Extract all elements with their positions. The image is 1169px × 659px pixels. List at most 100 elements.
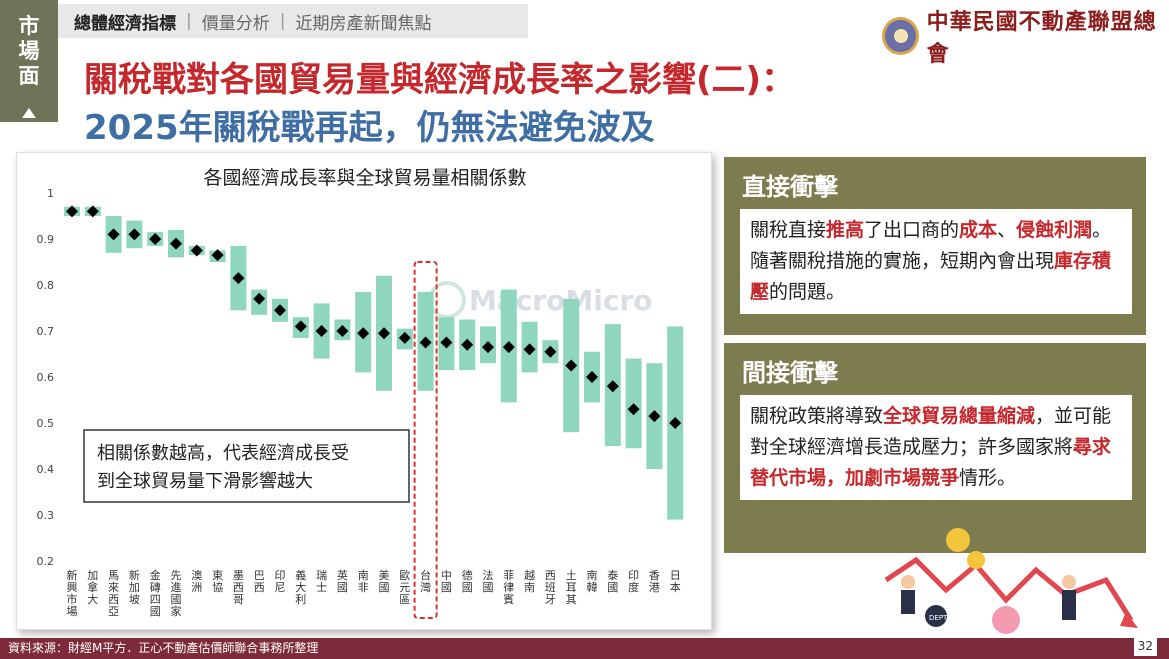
emblem-icon bbox=[882, 17, 919, 55]
x-tick-label: 歐元區 bbox=[399, 568, 410, 606]
highlighted-text: 侵蝕利潤 bbox=[1016, 219, 1093, 241]
data-point bbox=[86, 205, 99, 218]
x-tick-label: 瑞士 bbox=[316, 568, 327, 594]
data-point bbox=[190, 244, 203, 257]
page-subtitle: 2025年關稅戰再起，仍無法避免波及 bbox=[84, 108, 655, 148]
y-tick-label: 0.4 bbox=[37, 463, 55, 476]
x-tick-label: 泰國 bbox=[607, 568, 618, 594]
x-tick-label: 法國 bbox=[483, 568, 494, 594]
card-title: 直接衝擊 bbox=[742, 173, 838, 201]
y-tick-label: 0.5 bbox=[37, 417, 55, 430]
data-point bbox=[669, 417, 682, 429]
x-tick-label: 中國 bbox=[441, 569, 452, 594]
data-point bbox=[419, 336, 432, 349]
top-nav: 總體經濟指標 | 價量分析 | 近期房產新聞焦點 bbox=[58, 4, 528, 38]
card-text: 了出口商的 bbox=[864, 219, 960, 241]
data-point bbox=[149, 233, 162, 245]
chart-panel: 各國經濟成長率與全球貿易量相關係數 MacroMicro 0.2 0.3 0.4 0.5 0… bbox=[16, 152, 712, 630]
card-body: 關稅政策將導致全球貿易總量縮減，並可能對全球經濟增長造成壓力；許多國家將尋求替代… bbox=[740, 395, 1132, 500]
card-text: 、 bbox=[997, 219, 1017, 241]
highlighted-text: 庫存積壓 bbox=[750, 250, 1112, 303]
data-point bbox=[294, 320, 307, 333]
data-point bbox=[502, 341, 515, 354]
annotation-text: 相關係數越高，代表經濟成長受 bbox=[97, 443, 349, 464]
data-point bbox=[565, 359, 578, 372]
card-body: 關稅直接推高了出口商的成本、侵蝕利潤。隨著關稅措施的實施，短期內會出現庫存積壓的… bbox=[740, 209, 1132, 314]
x-tick-label: 義大利 bbox=[295, 568, 306, 606]
nav-separator: | bbox=[186, 11, 192, 31]
source-footer: 資料來源：財經M平方．正心不動產估價師聯合事務所整理 bbox=[0, 638, 1169, 659]
card-text: ，並可能對全球經濟增長造成壓力；許多國家將 bbox=[750, 405, 1112, 458]
data-point bbox=[336, 325, 349, 337]
x-tick-label: 墨西哥 bbox=[233, 569, 244, 606]
x-tick-label: 越南 bbox=[524, 568, 535, 594]
page-number: 32 bbox=[1133, 636, 1157, 656]
org-logo: 中華民國不動產聯盟總會 bbox=[882, 4, 1169, 68]
y-tick-label: 0.6 bbox=[37, 371, 55, 384]
x-tick-label: 美國 bbox=[379, 569, 390, 594]
chart-title: 各國經濟成長率與全球貿易量相關係數 bbox=[203, 167, 526, 189]
y-tick-label: 0.8 bbox=[37, 279, 55, 292]
x-tick-label: 加拿大 bbox=[87, 569, 98, 606]
direct-impact-card: 直接衝擊 關稅直接推高了出口商的成本、侵蝕利潤。隨著關稅措施的實施，短期內會出現… bbox=[724, 157, 1146, 335]
y-tick-label: 0.7 bbox=[37, 325, 55, 338]
nav-item-macro[interactable]: 總體經濟指標 bbox=[74, 13, 176, 34]
x-tick-label: 台灣 bbox=[420, 568, 431, 594]
indirect-impact-card: 間接衝擊 關稅政策將導致全球貿易總量縮減，並可能對全球經濟增長造成壓力；許多國家… bbox=[724, 343, 1146, 553]
x-tick-label: 日本 bbox=[670, 569, 681, 594]
highlighted-text: 推高 bbox=[826, 219, 865, 241]
falling-economy-illustration: DEPT bbox=[884, 528, 1138, 634]
x-tick-label: 巴西 bbox=[254, 569, 265, 594]
nav-item-price-volume[interactable]: 價量分析 bbox=[201, 13, 270, 34]
x-tick-label: 印度 bbox=[628, 569, 639, 594]
card-text: 情形。 bbox=[959, 467, 1017, 489]
annotation-text: 到全球貿易量下滑影響越大 bbox=[97, 471, 313, 492]
data-point bbox=[357, 327, 370, 340]
y-tick-label: 0.3 bbox=[37, 509, 55, 522]
y-tick-label: 0.9 bbox=[37, 233, 55, 246]
x-tick-label: 先進國家 bbox=[171, 569, 182, 618]
data-point bbox=[378, 327, 390, 340]
data-point bbox=[274, 304, 286, 317]
x-tick-label: 澳洲 bbox=[191, 569, 202, 594]
highlighted-text: 成本 bbox=[959, 219, 998, 241]
org-name: 中華民國不動產聯盟總會 bbox=[926, 9, 1157, 67]
x-tick-label: 土耳其 bbox=[566, 569, 577, 606]
triangle-up-icon bbox=[22, 108, 36, 118]
nav-item-news[interactable]: 近期房產新聞焦點 bbox=[295, 13, 432, 34]
data-point bbox=[315, 325, 328, 337]
card-text: 的問題。 bbox=[769, 281, 846, 303]
x-tick-label: 新加坡 bbox=[129, 568, 140, 606]
debt-label: DEPT bbox=[929, 614, 948, 622]
chart-watermark: MacroMicro bbox=[469, 284, 653, 317]
x-tick-label: 南非 bbox=[358, 569, 369, 594]
x-tick-label: 德國 bbox=[462, 568, 473, 594]
x-tick-label: 菲律賓 bbox=[503, 569, 514, 606]
side-section-tab: 市場面 bbox=[0, 0, 58, 122]
x-tick-label: 新興市場 bbox=[67, 568, 78, 618]
x-tick-label: 香港 bbox=[649, 569, 660, 594]
x-tick-label: 金磚四國 bbox=[150, 568, 161, 618]
card-text: 關稅政策將導致 bbox=[750, 405, 884, 427]
x-tick-label: 西班牙 bbox=[545, 569, 556, 606]
highlight-box bbox=[413, 261, 438, 619]
data-point bbox=[211, 249, 224, 262]
data-point bbox=[586, 371, 598, 383]
highlighted-text: 全球貿易總量縮減 bbox=[883, 405, 1036, 427]
side-tab-label: 市場面 bbox=[18, 14, 40, 88]
x-tick-label: 馬來西亞 bbox=[108, 569, 119, 618]
highlighted-text: 尋求替代市場，加劇市場競爭 bbox=[750, 436, 1112, 489]
x-tick-label: 英國 bbox=[337, 568, 348, 594]
x-tick-label: 南韓 bbox=[587, 569, 598, 594]
data-point bbox=[170, 237, 182, 250]
data-point bbox=[398, 331, 411, 344]
annotation-box bbox=[83, 429, 410, 503]
card-text: 。隨著關稅措施的實施，短期內會出現 bbox=[750, 219, 1112, 272]
page-title: 關稅戰對各國貿易量與經濟成長率之影響(二)： bbox=[84, 60, 796, 100]
data-point bbox=[627, 403, 640, 416]
data-point bbox=[232, 272, 245, 285]
nav-separator: | bbox=[279, 11, 286, 31]
data-point bbox=[253, 292, 266, 305]
data-point bbox=[66, 205, 78, 218]
x-tick-label: 印尼 bbox=[275, 569, 286, 594]
